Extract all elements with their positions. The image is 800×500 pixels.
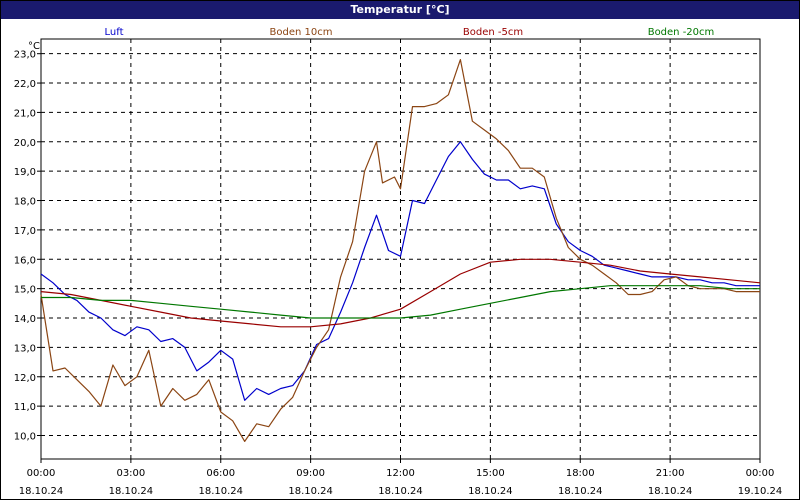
window-title: Temperatur [°C] (1, 1, 799, 19)
x-tick-date: 19.10.24 (738, 486, 783, 497)
x-tick-time: 21:00 (656, 468, 685, 479)
y-tick-label: 14,0 (14, 314, 36, 325)
legend: Luft Boden 10cm Boden -5cm Boden -20cm (105, 27, 715, 38)
y-tick-label: 13,0 (14, 343, 36, 354)
x-tick-time: 18:00 (566, 468, 595, 479)
series-line-boden-10cm (40, 58, 760, 442)
y-tick-label: 23,0 (14, 50, 36, 61)
x-tick-time: 15:00 (476, 468, 505, 479)
y-tick-label: 15,0 (14, 285, 36, 296)
x-tick-time: 12:00 (386, 468, 415, 479)
legend-entry: Boden 10cm (270, 27, 333, 38)
y-tick-label: 21,0 (14, 108, 36, 119)
x-tick-time: 06:00 (206, 468, 235, 479)
grid-lines (41, 39, 760, 459)
y-tick-label: 10,0 (14, 432, 36, 443)
x-tick-time: 03:00 (116, 468, 145, 479)
x-tick-date: 18.10.24 (558, 486, 603, 497)
x-tick-date: 18.10.24 (198, 486, 243, 497)
legend-entry: Boden -5cm (463, 27, 523, 38)
legend-entry: Boden -20cm (648, 27, 715, 38)
x-tick-time: 09:00 (296, 468, 325, 479)
series-line-boden-5cm (40, 258, 761, 328)
y-tick-label: 18,0 (14, 197, 36, 208)
x-tick-time: 00:00 (746, 468, 775, 479)
legend-entry: Luft (105, 27, 124, 38)
temperature-chart: Luft Boden 10cm Boden -5cm Boden -20cm °C 10… (14, 27, 783, 497)
y-tick-label: 22,0 (14, 79, 36, 90)
y-tick-label: 20,0 (14, 138, 36, 149)
x-tick-date: 18.10.24 (19, 486, 64, 497)
series-line-boden-20cm (41, 285, 760, 319)
x-axis: 00:00 18.10.24 03:00 18.10.24 06:00 18.10.24 0… (19, 459, 783, 497)
y-tick-label: 17,0 (14, 226, 36, 237)
x-tick-time: 00:00 (27, 468, 56, 479)
y-tick-label: 16,0 (14, 255, 36, 266)
y-axis: °C 10,0 11,0 12,0 13,0 14,0 15,0 16,0 17,0 18,0 19… (14, 41, 41, 443)
series-line-luft (40, 141, 760, 401)
x-tick-date: 18.10.24 (288, 486, 333, 497)
y-tick-label: 11,0 (14, 402, 36, 413)
series-lines (40, 58, 761, 442)
x-tick-date: 18.10.24 (468, 486, 513, 497)
x-tick-date: 18.10.24 (648, 486, 693, 497)
y-tick-label: 12,0 (14, 373, 36, 384)
y-tick-label: 19,0 (14, 167, 36, 178)
x-tick-date: 18.10.24 (378, 486, 423, 497)
x-tick-date: 18.10.24 (109, 486, 154, 497)
y-axis-label: °C (28, 41, 40, 52)
